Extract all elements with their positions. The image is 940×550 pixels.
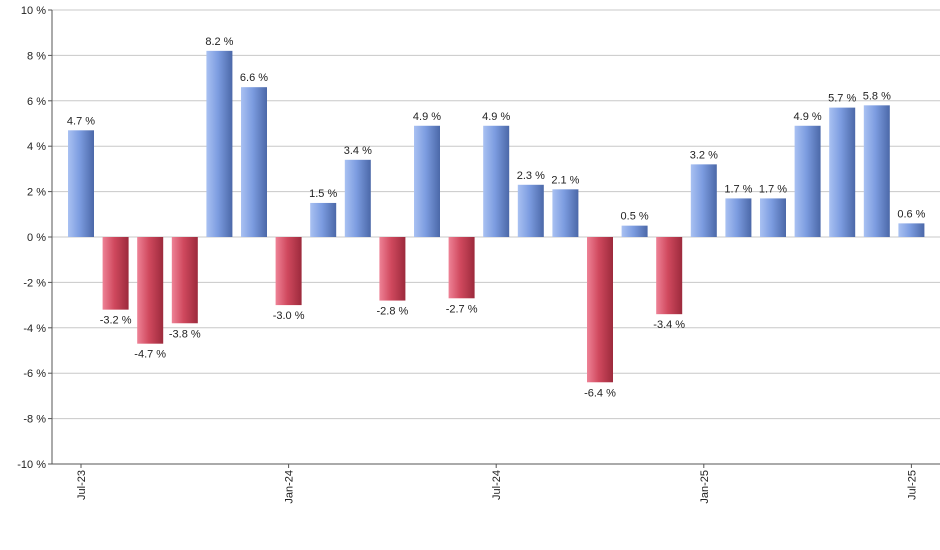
data-label: 3.4 %: [344, 145, 372, 157]
data-label: 3.2 %: [690, 149, 718, 161]
bar-jul-25: [898, 223, 925, 237]
bar-sep-23: [137, 237, 164, 344]
y-tick-label: -8 %: [23, 414, 46, 426]
data-label: -2.7 %: [446, 303, 478, 315]
bars: [68, 50, 925, 383]
bar-jan-24: [275, 237, 302, 306]
bar-sep-24: [552, 189, 579, 237]
y-tick-label: 8 %: [27, 50, 46, 62]
data-label: 8.2 %: [205, 36, 233, 48]
y-tick-label: 6 %: [27, 96, 46, 108]
bar-jan-25: [690, 164, 717, 237]
data-label: 5.7 %: [828, 93, 856, 105]
y-tick-label: -10 %: [17, 459, 46, 471]
bar-may-24: [414, 125, 440, 237]
data-label: 4.7 %: [67, 115, 95, 127]
data-labels: 4.7 % -3.2 % -4.7 %-3.8 % 8.2 % 6.6 % -3.0 % 1…: [67, 36, 926, 399]
data-label: -3.0 %: [273, 310, 305, 322]
data-label: 2.1 %: [551, 174, 579, 186]
bar-jul-23: [68, 130, 94, 237]
data-label: 6.6 %: [240, 72, 268, 84]
bar-feb-24: [310, 202, 337, 237]
y-tick-label: 0 %: [27, 232, 46, 244]
bar-mar-25: [760, 198, 786, 237]
x-tick-label: Jan-25: [699, 470, 711, 504]
bar-oct-24: [587, 237, 613, 383]
bar-jun-24: [448, 237, 475, 299]
data-label: 1.7 %: [724, 183, 752, 195]
data-label: -3.4 %: [653, 319, 685, 331]
data-label: -4.7 %: [134, 349, 166, 361]
data-label: 0.6 %: [897, 208, 925, 220]
data-label: 4.9 %: [482, 111, 510, 123]
data-label: 1.5 %: [309, 188, 337, 200]
bar-nov-24: [621, 225, 648, 237]
y-tick-label: -4 %: [23, 323, 46, 335]
bar-aug-23: [102, 237, 129, 310]
bar-dec-23: [241, 87, 267, 238]
y-tick-label: 4 %: [27, 141, 46, 153]
x-tick-label: Jan-24: [284, 470, 296, 504]
x-tick-label: Jul-25: [906, 470, 918, 500]
axes: -10 % -8 % -6 % -4 % -2 % 0 % 2 % 4 % 6 % 8 % 10 %…: [17, 5, 940, 504]
bar-aug-24: [517, 184, 544, 237]
y-tick-label: -2 %: [23, 277, 46, 289]
data-label: -6.4 %: [584, 387, 616, 399]
data-label: 4.9 %: [794, 111, 822, 123]
bar-jun-25: [863, 105, 890, 237]
data-label: 2.3 %: [517, 170, 545, 182]
y-tick-label: -6 %: [23, 368, 46, 380]
bar-oct-23: [171, 237, 198, 324]
data-label: -2.8 %: [377, 306, 409, 318]
data-label: 0.5 %: [621, 211, 649, 223]
x-tick-label: Jul-24: [491, 470, 503, 500]
data-label: -3.2 %: [100, 315, 132, 327]
y-tick-label: 2 %: [27, 187, 46, 199]
bar-mar-24: [344, 159, 371, 237]
bar-apr-25: [794, 125, 821, 237]
data-label: 4.9 %: [413, 111, 441, 123]
x-tick-label: Jul-23: [76, 470, 88, 500]
bar-jul-24: [483, 125, 510, 237]
data-label: 5.8 %: [863, 90, 891, 102]
data-label: -3.8 %: [169, 328, 201, 340]
data-label: 1.7 %: [759, 183, 787, 195]
bar-feb-25: [725, 198, 752, 237]
bar-dec-24: [656, 237, 683, 315]
y-tick-label: 10 %: [21, 5, 46, 17]
bar-may-25: [829, 107, 856, 237]
bar-nov-23: [206, 50, 233, 237]
bar-apr-24: [379, 237, 406, 301]
